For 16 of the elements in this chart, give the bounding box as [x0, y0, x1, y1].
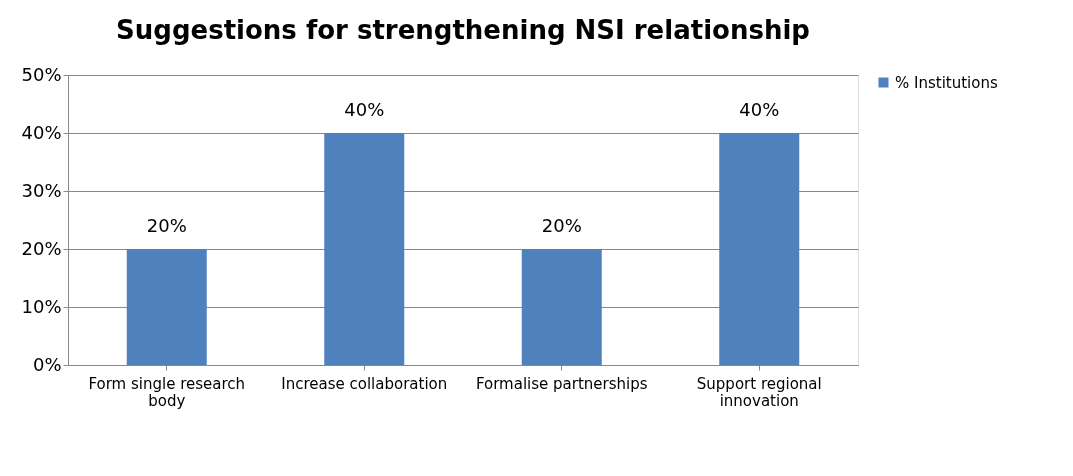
legend-label: % Institutions [895, 73, 998, 92]
y-tick-label: 10% [21, 295, 62, 317]
y-tick-label: 30% [21, 179, 62, 201]
y-tick-label: 50% [21, 63, 62, 85]
data-label: 20% [146, 215, 187, 236]
data-label: 20% [541, 215, 582, 236]
x-tick-label: Form single research body [88, 374, 246, 410]
data-label: 40% [344, 99, 385, 120]
x-tick-label: Increase collaboration [281, 374, 448, 393]
y-tick-label: 40% [21, 121, 62, 143]
y-tick-label: 0% [32, 353, 62, 375]
x-tick-label: Formalise partnerships [475, 374, 648, 393]
data-label: 40% [739, 99, 780, 120]
chart-title: Suggestions for strengthening NSI relationship [116, 15, 810, 45]
x-tick-label: Support regional innovation [696, 374, 822, 410]
y-tick-label: 20% [21, 237, 62, 259]
